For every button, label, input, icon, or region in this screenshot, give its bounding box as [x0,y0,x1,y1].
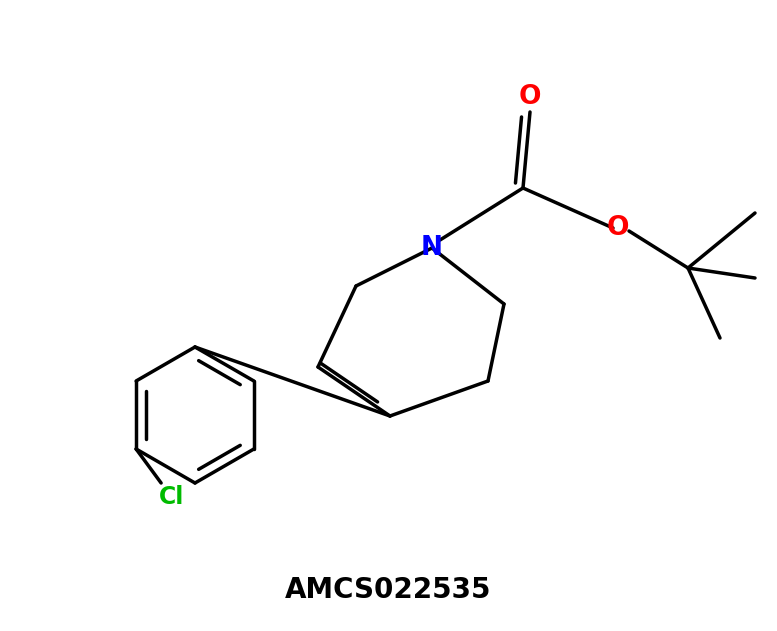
Text: N: N [421,235,443,261]
Text: O: O [607,215,629,241]
Text: O: O [519,84,542,110]
Text: Cl: Cl [159,485,184,509]
Text: AMCS022535: AMCS022535 [284,576,491,604]
